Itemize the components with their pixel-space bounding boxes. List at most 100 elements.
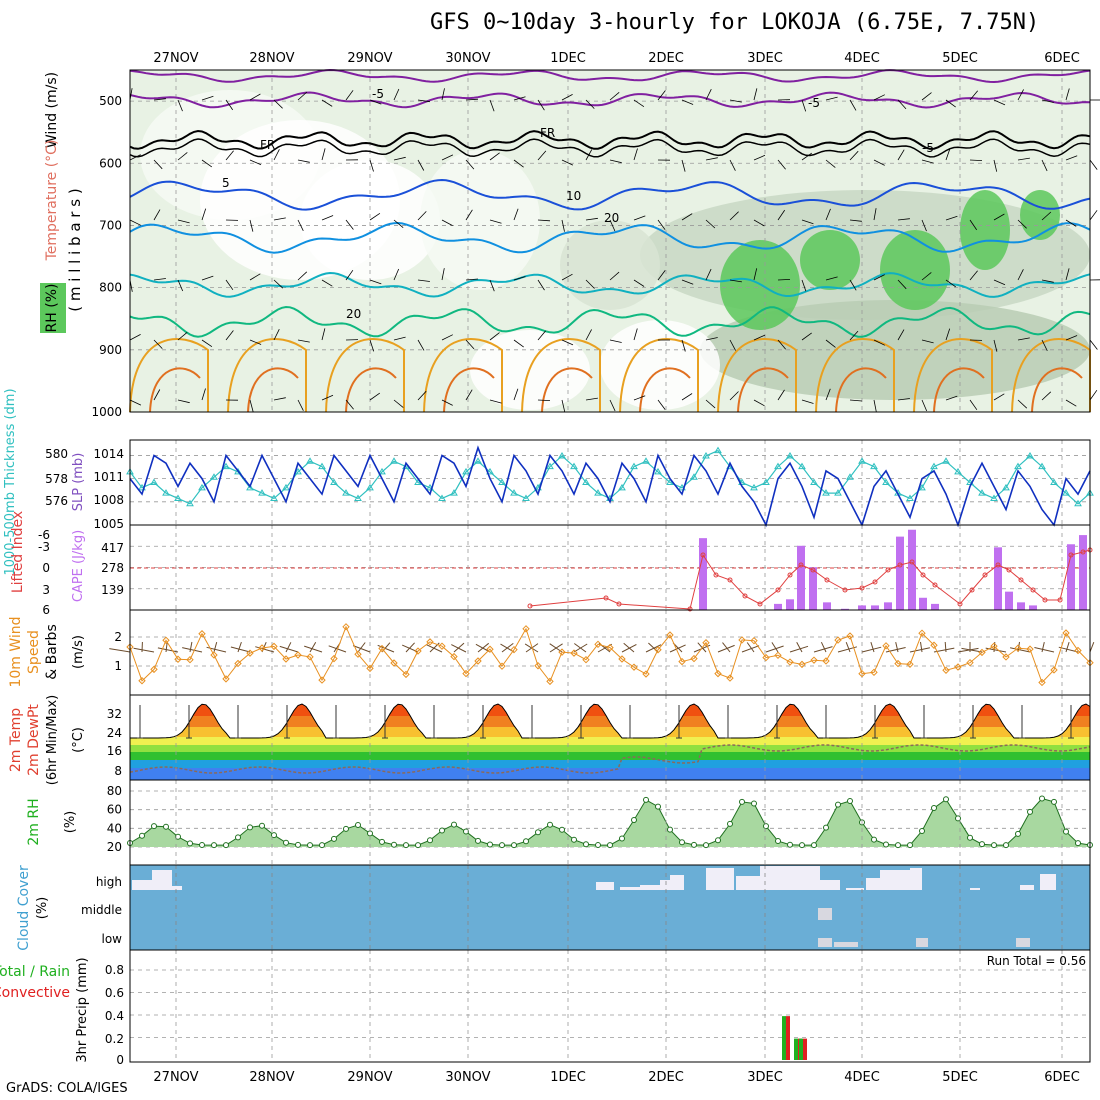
rh-shade-area xyxy=(880,230,950,310)
thickness-point xyxy=(1050,478,1058,485)
thickness-point xyxy=(1002,483,1010,491)
thickness-point xyxy=(222,462,230,470)
credit-text: GrADS: COLA/IGES xyxy=(6,1081,128,1096)
wind10-barb xyxy=(1041,641,1045,653)
wind-barb xyxy=(201,208,207,221)
wind10-point xyxy=(318,676,326,684)
thickness-point xyxy=(378,467,386,475)
wind-barb xyxy=(513,388,519,401)
cape-bar xyxy=(908,529,916,610)
wind-barb xyxy=(393,268,400,281)
wind-barb xyxy=(609,91,620,101)
wind-barb xyxy=(537,99,545,111)
thickness-point xyxy=(342,489,350,496)
wind-barb xyxy=(585,329,592,341)
wind-barb xyxy=(561,399,566,412)
wind10-point xyxy=(1014,644,1022,652)
lifted-index-point xyxy=(1006,567,1012,573)
date-label-bottom: 28NOV xyxy=(249,1070,294,1085)
precip-tick: 0.8 xyxy=(105,963,124,977)
wind10-point xyxy=(210,651,218,659)
contour-label: FR xyxy=(540,126,555,140)
date-label-bottom: 30NOV xyxy=(445,1070,490,1085)
precip-conv-bar xyxy=(786,1016,790,1060)
precip-tick: 0.4 xyxy=(105,1009,124,1023)
wind10-barb xyxy=(405,642,415,653)
wind-barb xyxy=(537,399,551,401)
wind10-point xyxy=(678,657,686,666)
wind10-point xyxy=(846,632,854,640)
wind10-point xyxy=(942,666,950,674)
contour-label: FR xyxy=(260,138,275,152)
rh2m-tick: 20 xyxy=(107,840,122,854)
wind-barb xyxy=(873,159,885,166)
wind-barb xyxy=(441,334,453,341)
rh2m-point xyxy=(547,821,553,828)
wind10-point xyxy=(666,631,674,639)
thickness-point xyxy=(486,467,494,475)
wind-barb xyxy=(849,279,857,291)
precip-tick: 0.6 xyxy=(105,986,124,1000)
wind-barb xyxy=(609,219,616,232)
wind-barb xyxy=(1041,339,1048,351)
rh2m-point xyxy=(571,836,577,843)
wind-barb xyxy=(225,150,234,161)
thickness-point xyxy=(810,478,818,485)
thickness-point xyxy=(762,478,770,485)
thickness-tick: 578 xyxy=(45,472,68,486)
cape-bar xyxy=(931,603,939,610)
wind-barb xyxy=(681,99,694,105)
wind10-point xyxy=(642,670,650,678)
contour-30 xyxy=(149,367,201,413)
wind-barb xyxy=(633,328,638,341)
wind10-point xyxy=(390,659,398,667)
wind10-point xyxy=(618,655,626,663)
wind10-point xyxy=(162,636,170,644)
cloud-low-bar xyxy=(818,908,832,920)
rh2m-point xyxy=(319,842,325,849)
contour-25 xyxy=(423,338,503,413)
lifted-index-point xyxy=(603,595,609,601)
rh2m-point xyxy=(403,842,409,849)
wind-barb xyxy=(321,215,334,221)
wind-barb xyxy=(561,273,573,281)
wind-barb xyxy=(417,159,425,171)
wind-barb xyxy=(297,271,308,281)
wind-barb xyxy=(153,278,166,281)
rh2m-point xyxy=(679,839,685,846)
wind10-point xyxy=(702,639,710,647)
contour-label: -5 xyxy=(372,87,384,101)
wind10-barb xyxy=(304,645,323,653)
wind10-barb xyxy=(771,642,779,653)
wind-barb xyxy=(369,159,374,172)
wind10-point xyxy=(714,669,722,678)
wind10-barb xyxy=(820,641,827,653)
contour-25 xyxy=(227,338,307,413)
wind10-barb xyxy=(895,641,899,653)
contour-30 xyxy=(541,367,593,413)
wind10-point xyxy=(378,644,386,653)
wind10-barb xyxy=(961,647,983,653)
rh2m-point xyxy=(523,838,529,845)
cape-bar xyxy=(699,538,707,610)
wind-barb xyxy=(297,399,304,411)
thickness-point xyxy=(582,478,590,485)
date-label-top: 29NOV xyxy=(347,51,392,66)
wind-barb xyxy=(777,279,791,281)
lifted-index-point xyxy=(1018,577,1024,583)
lifted-index-point xyxy=(727,577,733,583)
wind10-point xyxy=(1062,629,1070,637)
wind-barb xyxy=(1065,268,1070,281)
cape-bar xyxy=(841,608,849,610)
contour-15 xyxy=(129,271,1091,298)
wind-barb xyxy=(369,279,382,285)
thickness-point xyxy=(774,462,782,470)
thickness-point xyxy=(942,457,950,464)
rh-legend-box xyxy=(40,283,66,333)
lifted-index-point xyxy=(969,587,975,593)
wind-barb xyxy=(393,399,404,408)
wind10-point xyxy=(990,642,998,650)
wind-barb xyxy=(801,152,813,161)
pressure-tick: 500 xyxy=(99,94,122,108)
wind10-barb xyxy=(765,645,784,653)
